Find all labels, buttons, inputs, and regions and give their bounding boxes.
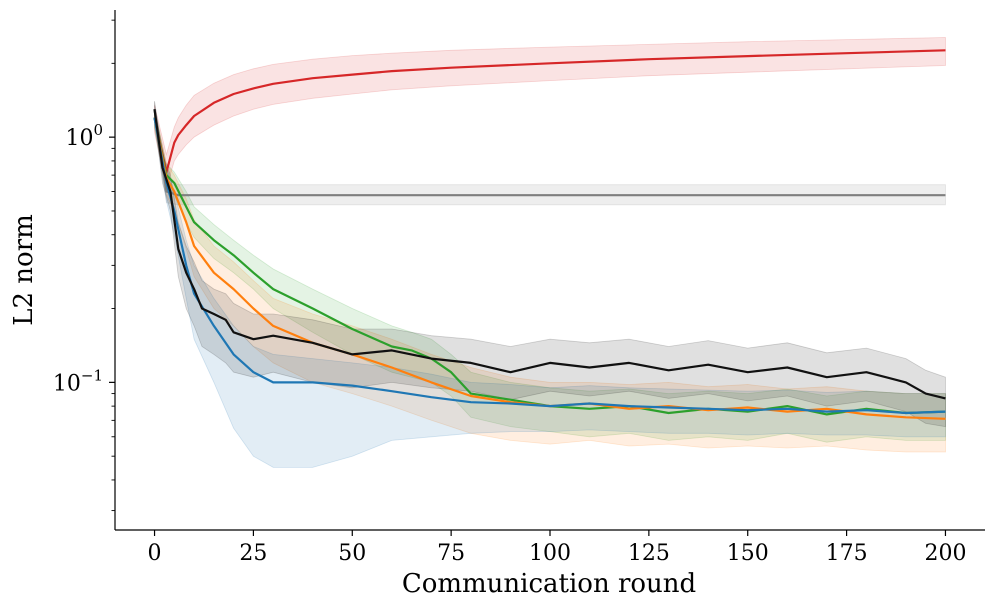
x-tick-label: 125 bbox=[628, 541, 670, 566]
x-tick-label: 100 bbox=[529, 541, 571, 566]
x-axis-title: Communication round bbox=[402, 569, 696, 599]
line-red bbox=[153, 49, 946, 174]
confidence-bands bbox=[154, 37, 946, 468]
band-gray bbox=[154, 101, 946, 206]
x-tick-label: 50 bbox=[338, 541, 366, 566]
band-red bbox=[154, 37, 946, 189]
x-tick-label: 150 bbox=[727, 541, 769, 566]
y-tick-label: 10−1 bbox=[53, 366, 103, 396]
x-tick-label: 175 bbox=[826, 541, 868, 566]
y-axis-title: L2 norm bbox=[9, 214, 39, 326]
x-tick-label: 200 bbox=[924, 541, 966, 566]
band-blue bbox=[154, 109, 946, 468]
y-tick-label: 100 bbox=[65, 121, 103, 151]
line-gray bbox=[153, 109, 946, 197]
line-orange bbox=[153, 117, 946, 420]
x-tick-label: 75 bbox=[437, 541, 465, 566]
y-ticks: 100 10−1 bbox=[53, 19, 115, 512]
series-lines bbox=[153, 49, 946, 420]
band-orange bbox=[154, 109, 946, 453]
x-tick-label: 0 bbox=[148, 541, 162, 566]
band-black bbox=[154, 101, 946, 428]
line-black bbox=[153, 109, 946, 400]
x-ticks: 0 25 50 75 100 125 150 175 200 bbox=[148, 530, 966, 566]
x-tick-label: 25 bbox=[239, 541, 267, 566]
